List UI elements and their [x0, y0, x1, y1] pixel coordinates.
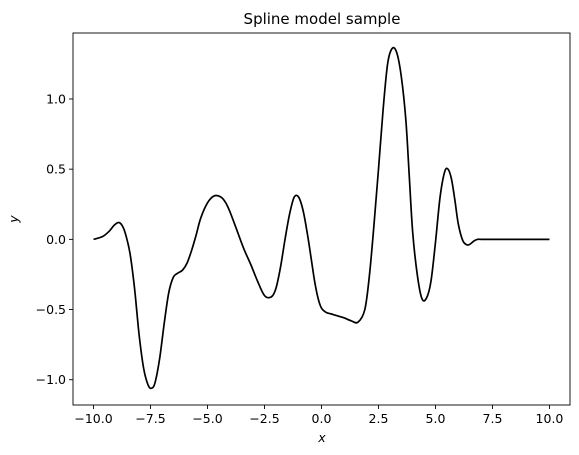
y-tick-label: 1.0 — [46, 91, 66, 106]
y-axis-ticks: −1.0 −0.5 0.0 0.5 1.0 — [36, 91, 73, 387]
x-tick-label: 0.0 — [312, 411, 332, 426]
x-tick-label: 2.5 — [369, 411, 389, 426]
x-tick-label: −10.0 — [74, 411, 112, 426]
x-tick-label: −2.5 — [249, 411, 279, 426]
x-tick-label: 7.5 — [483, 411, 503, 426]
x-tick-label: 10.0 — [536, 411, 564, 426]
x-tick-label: 5.0 — [426, 411, 446, 426]
x-tick-label: −7.5 — [135, 411, 165, 426]
series-line — [93, 46, 550, 390]
x-axis-title: x — [317, 430, 326, 445]
plot-frame — [72, 32, 571, 406]
y-tick-label: 0.5 — [46, 162, 66, 177]
x-tick-label: −5.0 — [192, 411, 222, 426]
y-tick-label: −0.5 — [36, 302, 66, 317]
chart-title: Spline model sample — [244, 10, 401, 28]
x-axis-ticks: −10.0 −7.5 −5.0 −2.5 0.0 2.5 5.0 7.5 10.0 — [74, 405, 563, 426]
y-axis-title: y — [6, 215, 21, 224]
y-tick-label: 0.0 — [46, 232, 66, 247]
y-tick-label: −1.0 — [36, 372, 66, 387]
